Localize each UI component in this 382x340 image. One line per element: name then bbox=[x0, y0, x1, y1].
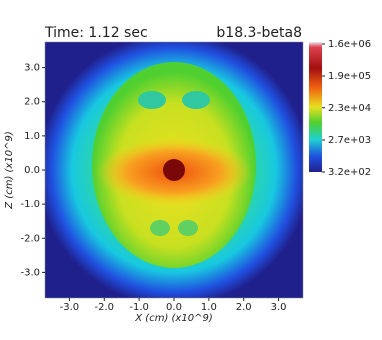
y-tick-label: -2.0 bbox=[20, 233, 40, 244]
x-tick-label: 2.0 bbox=[236, 302, 252, 313]
colorbar bbox=[309, 42, 322, 172]
y-tick-label: 0.0 bbox=[24, 165, 40, 176]
field-image bbox=[45, 42, 303, 298]
colorbar-tick-label: 3.2e+02 bbox=[328, 167, 371, 178]
y-tick-label: 2.0 bbox=[24, 97, 40, 108]
colorbar-tick-label: 1.6e+06 bbox=[328, 39, 371, 50]
colorbar-tick-label: 2.3e+04 bbox=[328, 103, 371, 114]
y-tick-label: 1.0 bbox=[24, 131, 40, 142]
x-tick-label: -3.0 bbox=[60, 302, 80, 313]
y-tick-label: -1.0 bbox=[20, 199, 40, 210]
y-tick-label: 3.0 bbox=[24, 63, 40, 74]
x-tick-label: 1.0 bbox=[201, 302, 217, 313]
x-axis-label: X (cm) (x10^9) bbox=[134, 313, 212, 324]
colorbar-tick-label: 2.7e+03 bbox=[328, 135, 371, 146]
colorbar-tick-label: 1.9e+05 bbox=[328, 71, 371, 82]
run-label: b18.3-beta8 bbox=[216, 25, 302, 41]
y-tick-label: -3.0 bbox=[20, 267, 40, 278]
y-axis-label: Z (cm) (x10^9) bbox=[4, 131, 15, 209]
x-tick-label: -2.0 bbox=[95, 302, 115, 313]
x-tick-label: 0.0 bbox=[166, 302, 182, 313]
x-tick-label: -1.0 bbox=[129, 302, 149, 313]
x-tick-label: 3.0 bbox=[271, 302, 287, 313]
chart-title: Time: 1.12 sec bbox=[44, 25, 148, 41]
